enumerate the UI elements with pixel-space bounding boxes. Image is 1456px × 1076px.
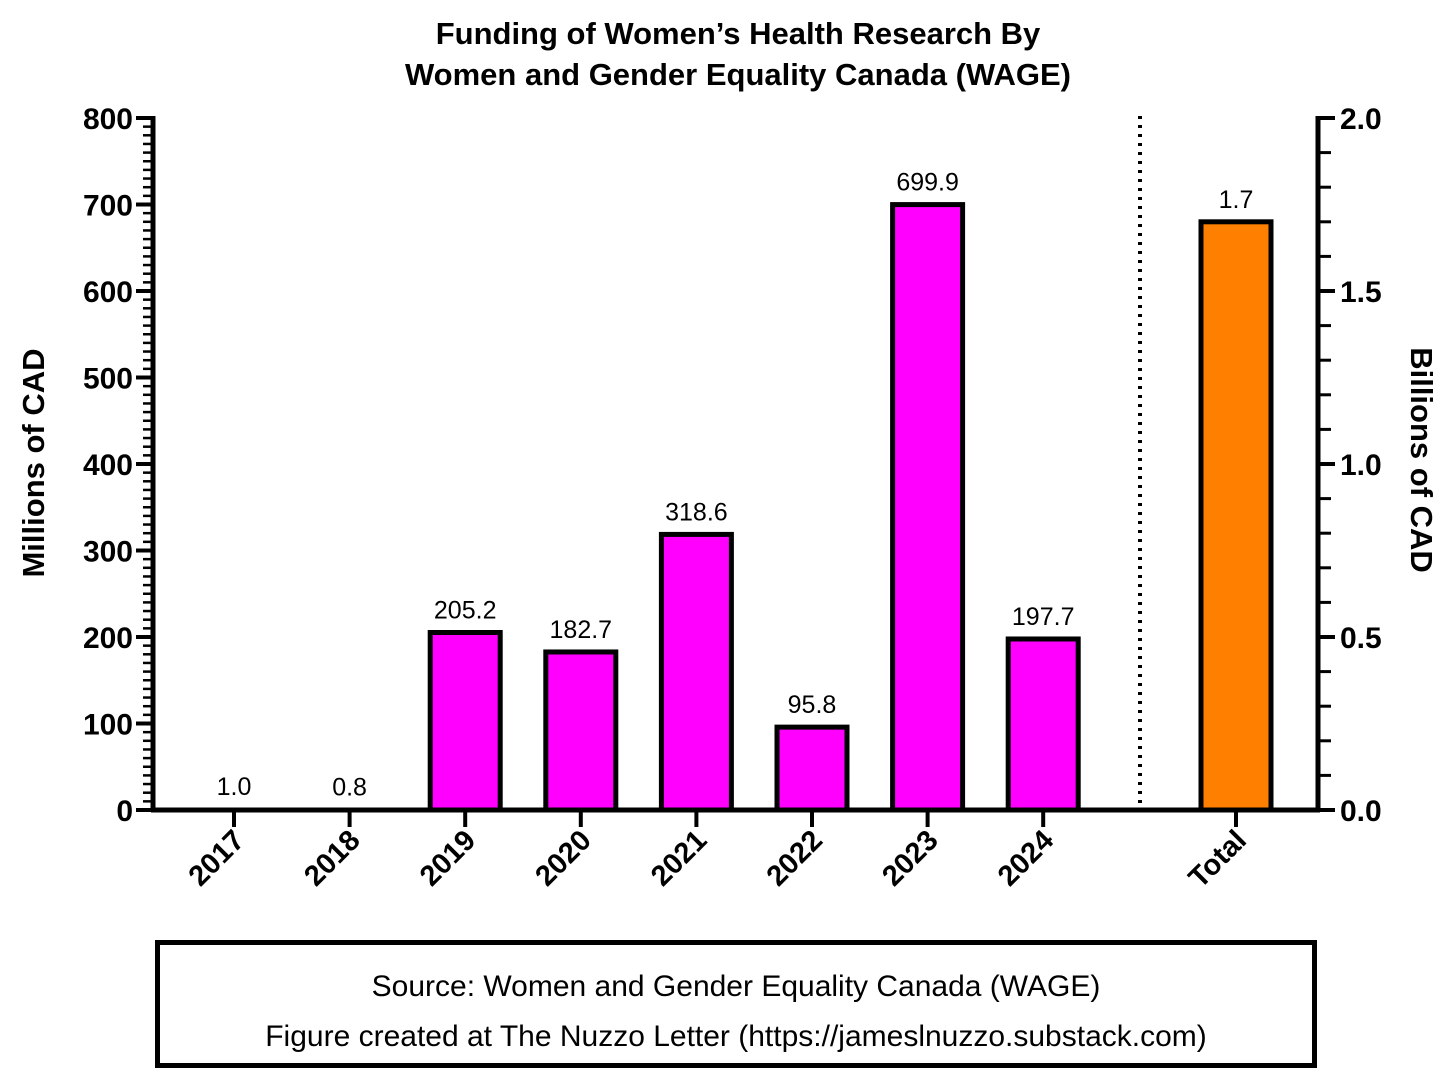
left-tick-label: 700 <box>83 190 133 223</box>
bar-total-value-label: 1.7 <box>1219 186 1254 214</box>
left-tick-label: 0 <box>116 795 133 828</box>
bar-2018-value-label: 0.8 <box>332 773 367 801</box>
right-axis-label: Billions of CAD <box>1404 347 1439 573</box>
bar-series: 1.0 0.8 205.2 182.7 318.6 95.8 699.9 197.7 1.7 <box>217 169 1274 813</box>
bar-2022-value-label: 95.8 <box>788 691 837 719</box>
bar-total-bar <box>1198 219 1274 813</box>
bar-2022-category-label: 2022 <box>761 824 829 892</box>
bar-2017-category-label: 2017 <box>183 824 251 892</box>
right-tick-label: 0.5 <box>1340 622 1382 655</box>
bar-2019-category-label: 2019 <box>414 824 482 892</box>
bar-2024-value-label: 197.7 <box>1012 603 1075 631</box>
left-tick-label: 300 <box>83 536 133 569</box>
bar-2024-category-label: 2024 <box>992 824 1060 892</box>
bar-2021-value-label: 318.6 <box>665 498 728 526</box>
source-text: Source: Women and Gender Equality Canada… <box>371 970 1101 1003</box>
right-tick-label: 1.5 <box>1340 276 1382 309</box>
right-y-axis: 0.0 0.5 1.0 1.5 2.0 <box>1315 103 1382 828</box>
bar-total-category-label: Total <box>1183 824 1253 894</box>
bar-2023-category-label: 2023 <box>876 824 944 892</box>
bar-2017-value-label: 1.0 <box>217 773 252 801</box>
bar-2021-bar <box>658 531 734 813</box>
bar-2020-value-label: 182.7 <box>550 616 613 644</box>
bar-2020-bar <box>543 649 619 813</box>
bar-2020-category-label: 2020 <box>530 824 598 892</box>
left-axis-label: Millions of CAD <box>16 348 51 577</box>
chart-title-line-2: Women and Gender Equality Canada (WAGE) <box>405 57 1071 92</box>
left-y-axis: 0 100 200 300 400 500 600 700 800 <box>83 103 156 828</box>
bar-2024-bar <box>1005 636 1081 813</box>
source-box: Source: Women and Gender Equality Canada… <box>155 940 1317 1068</box>
bar-2019-value-label: 205.2 <box>434 597 497 625</box>
right-tick-label: 0.0 <box>1340 795 1382 828</box>
credit-text: Figure created at The Nuzzo Letter (http… <box>265 1020 1207 1053</box>
bar-2018-category-label: 2018 <box>298 824 366 892</box>
bar-2022-bar <box>774 724 850 813</box>
left-tick-label: 200 <box>83 622 133 655</box>
bar-2021-category-label: 2021 <box>645 824 713 892</box>
left-tick-label: 400 <box>83 449 133 482</box>
left-tick-label: 600 <box>83 276 133 309</box>
right-tick-label: 1.0 <box>1340 449 1382 482</box>
bar-2023-value-label: 699.9 <box>896 169 959 197</box>
x-axis: 2017 2018 2019 2020 2021 2022 2023 2024 Total <box>151 807 1320 894</box>
left-tick-label: 500 <box>83 363 133 396</box>
bar-2023-bar <box>890 202 966 813</box>
bar-2019-bar <box>427 630 503 813</box>
right-tick-label: 2.0 <box>1340 103 1382 136</box>
chart-title-line-1: Funding of Women’s Health Research By <box>436 16 1041 51</box>
left-tick-label: 100 <box>83 709 133 742</box>
left-tick-label: 800 <box>83 103 133 136</box>
